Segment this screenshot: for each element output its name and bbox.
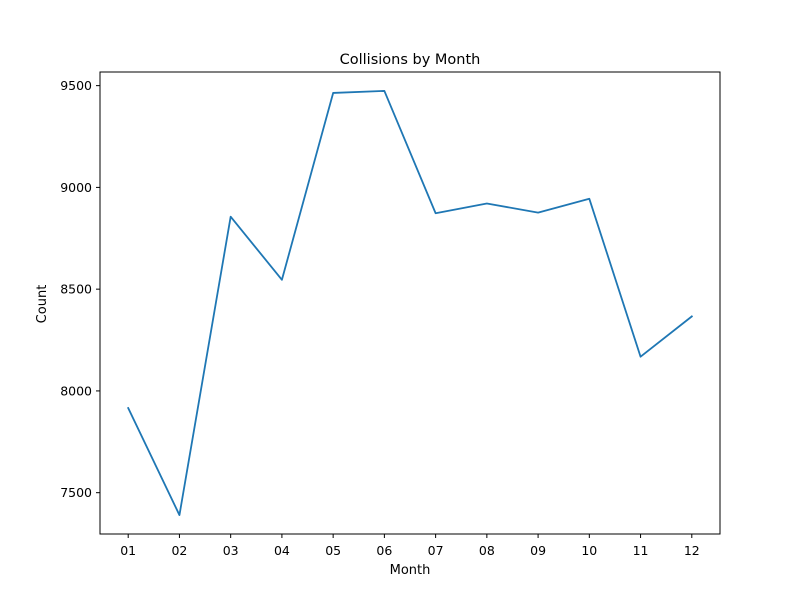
x-tick-label: 01 bbox=[120, 543, 136, 558]
x-tick-label: 06 bbox=[376, 543, 392, 558]
y-axis-ticks: 7500 8000 8500 9000 9500 bbox=[60, 78, 100, 500]
series-line bbox=[126, 90, 694, 516]
y-tick-label: 8000 bbox=[60, 383, 92, 398]
y-tick-label: 9000 bbox=[60, 180, 92, 195]
x-tick-label: 03 bbox=[223, 543, 239, 558]
y-tick-label: 8500 bbox=[60, 282, 92, 297]
plot-frame bbox=[99, 71, 721, 535]
x-tick-label: 08 bbox=[479, 543, 495, 558]
x-tick-label: 05 bbox=[325, 543, 341, 558]
x-tick-label: 11 bbox=[633, 543, 649, 558]
y-axis-label: Count bbox=[35, 285, 50, 324]
x-tick-label: 02 bbox=[171, 543, 187, 558]
x-tick-label: 07 bbox=[428, 543, 444, 558]
x-tick-label: 12 bbox=[684, 543, 700, 558]
x-tick-label: 10 bbox=[581, 543, 597, 558]
chart-title: Collisions by Month bbox=[340, 52, 481, 68]
y-tick-label: 7500 bbox=[60, 485, 92, 500]
y-tick-label: 9500 bbox=[60, 78, 92, 93]
x-tick-label: 04 bbox=[274, 543, 290, 558]
x-axis-ticks: 01 02 03 04 05 06 07 08 09 10 11 12 bbox=[120, 534, 700, 558]
x-axis-label: Month bbox=[390, 563, 431, 578]
x-tick-label: 09 bbox=[530, 543, 546, 558]
